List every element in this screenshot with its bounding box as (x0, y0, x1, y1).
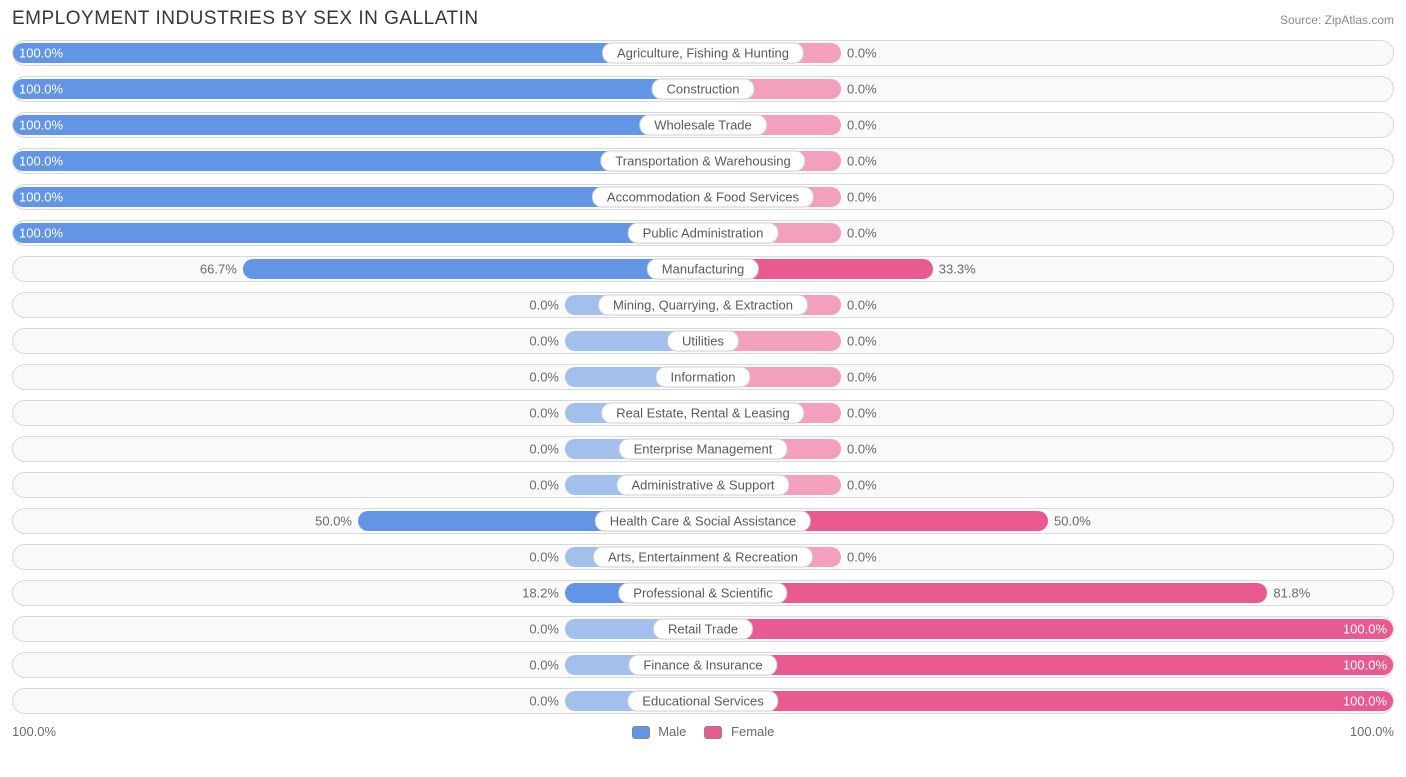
male-pct: 18.2% (522, 586, 559, 601)
male-pct: 0.0% (529, 478, 559, 493)
category-label: Construction (652, 79, 755, 100)
male-pct: 100.0% (19, 118, 63, 133)
category-label: Public Administration (628, 223, 779, 244)
chart-row: 0.0% 0.0% Utilities (12, 328, 1394, 354)
female-bar (703, 583, 1267, 603)
chart-header: EMPLOYMENT INDUSTRIES BY SEX IN GALLATIN… (12, 8, 1394, 30)
category-label: Arts, Entertainment & Recreation (593, 547, 813, 568)
axis-right-label: 100.0% (1350, 724, 1394, 739)
female-pct: 100.0% (1343, 658, 1387, 673)
male-pct: 0.0% (529, 298, 559, 313)
category-label: Wholesale Trade (639, 115, 767, 136)
chart-row: 0.0% 0.0% Arts, Entertainment & Recreation (12, 544, 1394, 570)
chart-row: 100.0% 0.0% Accommodation & Food Services (12, 184, 1394, 210)
category-label: Mining, Quarrying, & Extraction (598, 295, 808, 316)
category-label: Agriculture, Fishing & Hunting (602, 43, 804, 64)
female-pct: 0.0% (847, 82, 877, 97)
chart-row: 0.0% 100.0% Educational Services (12, 688, 1394, 714)
legend-female-swatch (704, 726, 722, 739)
chart-legend: Male Female (632, 724, 775, 739)
male-pct: 0.0% (529, 334, 559, 349)
male-bar (243, 259, 703, 279)
female-pct: 0.0% (847, 442, 877, 457)
male-pct: 0.0% (529, 406, 559, 421)
chart-row: 100.0% 0.0% Agriculture, Fishing & Hunting (12, 40, 1394, 66)
chart-row: 100.0% 0.0% Wholesale Trade (12, 112, 1394, 138)
male-pct: 0.0% (529, 550, 559, 565)
male-pct: 0.0% (529, 658, 559, 673)
male-pct: 100.0% (19, 82, 63, 97)
female-pct: 0.0% (847, 226, 877, 241)
category-label: Enterprise Management (619, 439, 788, 460)
female-pct: 0.0% (847, 190, 877, 205)
chart-axis: 100.0% Male Female 100.0% (12, 724, 1394, 739)
chart-row: 50.0% 50.0% Health Care & Social Assistanc… (12, 508, 1394, 534)
legend-male-swatch (632, 726, 650, 739)
category-label: Utilities (667, 331, 739, 352)
chart-row: 0.0% 100.0% Retail Trade (12, 616, 1394, 642)
female-pct: 0.0% (847, 46, 877, 61)
category-label: Administrative & Support (616, 475, 789, 496)
male-bar (13, 223, 703, 243)
chart-row: 0.0% 0.0% Administrative & Support (12, 472, 1394, 498)
category-label: Real Estate, Rental & Leasing (601, 403, 804, 424)
female-pct: 0.0% (847, 298, 877, 313)
female-pct: 0.0% (847, 406, 877, 421)
chart-row: 100.0% 0.0% Transportation & Warehousing (12, 148, 1394, 174)
female-pct: 0.0% (847, 550, 877, 565)
male-pct: 0.0% (529, 370, 559, 385)
male-pct: 100.0% (19, 226, 63, 241)
female-bar (703, 655, 1393, 675)
male-pct: 100.0% (19, 154, 63, 169)
chart-row: 18.2% 81.8% Professional & Scientific (12, 580, 1394, 606)
chart-source: Source: ZipAtlas.com (1280, 13, 1394, 27)
male-pct: 0.0% (529, 622, 559, 637)
female-pct: 0.0% (847, 118, 877, 133)
chart-row: 0.0% 0.0% Information (12, 364, 1394, 390)
category-label: Manufacturing (647, 259, 759, 280)
category-label: Educational Services (627, 691, 778, 712)
male-pct: 0.0% (529, 442, 559, 457)
female-pct: 50.0% (1054, 514, 1091, 529)
legend-male: Male (632, 724, 687, 739)
male-pct: 50.0% (315, 514, 352, 529)
male-pct: 100.0% (19, 46, 63, 61)
category-label: Professional & Scientific (618, 583, 787, 604)
category-label: Information (655, 367, 750, 388)
female-pct: 0.0% (847, 154, 877, 169)
male-pct: 100.0% (19, 190, 63, 205)
category-label: Finance & Insurance (628, 655, 777, 676)
legend-male-label: Male (658, 724, 686, 739)
female-pct: 81.8% (1273, 586, 1310, 601)
female-pct: 0.0% (847, 478, 877, 493)
chart-row: 66.7% 33.3% Manufacturing (12, 256, 1394, 282)
male-pct: 0.0% (529, 694, 559, 709)
male-bar (13, 43, 703, 63)
category-label: Transportation & Warehousing (600, 151, 805, 172)
category-label: Accommodation & Food Services (592, 187, 814, 208)
legend-female-label: Female (731, 724, 774, 739)
female-pct: 33.3% (939, 262, 976, 277)
female-pct: 0.0% (847, 370, 877, 385)
chart-row: 0.0% 0.0% Enterprise Management (12, 436, 1394, 462)
legend-female: Female (704, 724, 774, 739)
axis-left-label: 100.0% (12, 724, 56, 739)
male-pct: 66.7% (200, 262, 237, 277)
female-bar (703, 691, 1393, 711)
male-bar (13, 79, 703, 99)
chart-title: EMPLOYMENT INDUSTRIES BY SEX IN GALLATIN (12, 8, 479, 30)
diverging-bar-chart: 100.0% 0.0% Agriculture, Fishing & Hunting… (12, 40, 1394, 714)
chart-row: 100.0% 0.0% Construction (12, 76, 1394, 102)
chart-row: 100.0% 0.0% Public Administration (12, 220, 1394, 246)
female-pct: 100.0% (1343, 622, 1387, 637)
female-bar (703, 619, 1393, 639)
chart-row: 0.0% 0.0% Real Estate, Rental & Leasing (12, 400, 1394, 426)
female-pct: 0.0% (847, 334, 877, 349)
category-label: Retail Trade (653, 619, 753, 640)
chart-row: 0.0% 0.0% Mining, Quarrying, & Extraction (12, 292, 1394, 318)
female-pct: 100.0% (1343, 694, 1387, 709)
category-label: Health Care & Social Assistance (595, 511, 811, 532)
male-bar (13, 115, 703, 135)
chart-row: 0.0% 100.0% Finance & Insurance (12, 652, 1394, 678)
